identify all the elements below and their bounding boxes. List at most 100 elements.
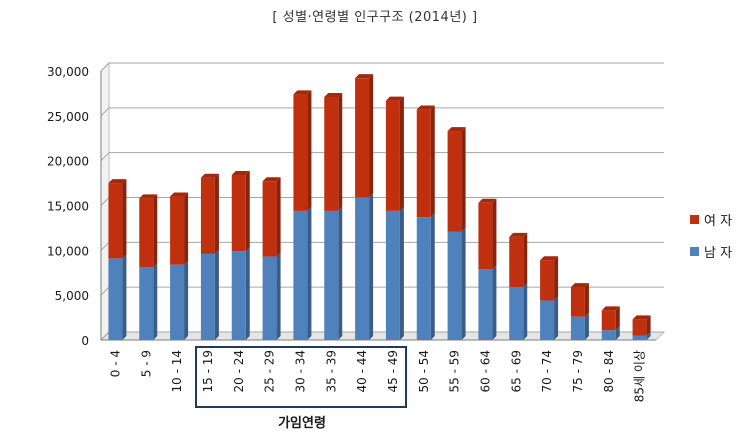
bar-male bbox=[570, 316, 585, 340]
bar-female bbox=[478, 202, 493, 270]
x-tick-label: 55 - 59 bbox=[448, 350, 462, 393]
bar-side-male bbox=[492, 265, 497, 340]
bar-top-face bbox=[170, 192, 189, 197]
bar-top-face bbox=[139, 194, 158, 199]
bar-top-face bbox=[231, 171, 250, 176]
bar-male bbox=[200, 253, 215, 340]
childbearing-age-highlight-box bbox=[195, 346, 407, 408]
x-tick-label: 0 - 4 bbox=[108, 350, 122, 377]
bar-side-female bbox=[153, 194, 158, 268]
bar-top-face bbox=[478, 198, 497, 203]
y-tick-label: 30,000 bbox=[47, 65, 89, 79]
x-tick-label: 85세 이상 bbox=[633, 350, 647, 402]
bar-top-face bbox=[570, 283, 589, 288]
bar-top-face bbox=[385, 96, 404, 101]
y-tick-label: 25,000 bbox=[47, 110, 89, 124]
bar-side-male bbox=[399, 206, 404, 340]
bar-side-male bbox=[153, 263, 158, 340]
bar-male bbox=[293, 210, 308, 340]
bar-side-male bbox=[461, 227, 466, 340]
bar-male bbox=[447, 231, 462, 340]
bar-female bbox=[447, 131, 462, 232]
x-tick-label: 65 - 69 bbox=[509, 350, 523, 393]
bar-side-female bbox=[554, 256, 559, 301]
y-tick-label: 0 bbox=[81, 334, 89, 348]
legend-item-female: 여 자 bbox=[690, 210, 733, 229]
bar-side-female bbox=[122, 179, 127, 259]
x-tick-label: 50 - 54 bbox=[417, 350, 431, 393]
bar-side-female bbox=[307, 90, 312, 211]
chart-legend: 여 자 남 자 bbox=[690, 210, 732, 274]
bar-male bbox=[231, 251, 246, 340]
bar-female bbox=[324, 97, 339, 211]
bar-side-male bbox=[430, 213, 435, 340]
gridline bbox=[100, 62, 664, 72]
bar-side-male bbox=[523, 283, 528, 340]
bar-top-face bbox=[355, 74, 374, 79]
bar-top-face bbox=[540, 256, 559, 261]
bar-top-face bbox=[416, 105, 435, 110]
bar-female bbox=[200, 177, 215, 254]
bar-female bbox=[416, 109, 431, 218]
bar-female bbox=[509, 236, 524, 288]
bar-side-female bbox=[338, 93, 343, 211]
bar-male bbox=[324, 210, 339, 340]
x-tick-label: 30 - 34 bbox=[293, 350, 307, 393]
bar-female bbox=[540, 260, 555, 301]
gridline bbox=[100, 152, 664, 162]
bar-top-face bbox=[200, 173, 219, 178]
bar-female bbox=[601, 310, 616, 331]
bar-female bbox=[632, 319, 647, 336]
bar-side-male bbox=[276, 252, 281, 340]
bar-female bbox=[262, 181, 277, 257]
bar-side-female bbox=[276, 177, 281, 257]
bar-side-male bbox=[214, 249, 219, 340]
bar-side-female bbox=[646, 315, 651, 336]
legend-swatch-female bbox=[690, 214, 699, 224]
bar-side-male bbox=[338, 206, 343, 340]
gridline bbox=[100, 107, 664, 117]
bar-male bbox=[170, 264, 185, 340]
x-tick-label: 5 - 9 bbox=[139, 350, 153, 377]
x-tick-label: 10 - 14 bbox=[170, 350, 184, 393]
bar-side-female bbox=[430, 105, 435, 218]
bar-male bbox=[416, 217, 431, 340]
bar-male bbox=[601, 330, 616, 340]
x-tick-label: 70 - 74 bbox=[540, 350, 554, 393]
bar-side-female bbox=[245, 171, 250, 252]
bar-female bbox=[570, 287, 585, 317]
bar-female bbox=[293, 94, 308, 211]
bar-side-male bbox=[245, 247, 250, 340]
x-tick-label: 25 - 29 bbox=[263, 350, 277, 393]
bar-male bbox=[385, 210, 400, 340]
bar-side-male bbox=[554, 296, 559, 340]
bar-female bbox=[355, 78, 370, 198]
bar-side-male bbox=[369, 193, 374, 340]
y-tick-label: 15,000 bbox=[47, 200, 89, 214]
bar-female bbox=[231, 175, 246, 252]
bar-male bbox=[262, 256, 277, 340]
bar-side-female bbox=[214, 173, 219, 254]
bar-side-male bbox=[307, 206, 312, 340]
legend-label-female: 여 자 bbox=[704, 213, 733, 229]
bar-male bbox=[509, 287, 524, 340]
x-tick-label: 15 - 19 bbox=[201, 350, 215, 393]
bar-male bbox=[355, 197, 370, 340]
bar-top-face bbox=[108, 179, 127, 184]
bar-top-face bbox=[324, 93, 343, 98]
x-tick-label: 75 - 79 bbox=[571, 350, 585, 393]
x-tick-label: 45 - 49 bbox=[386, 350, 400, 393]
y-tick-label: 10,000 bbox=[47, 244, 89, 258]
legend-item-male: 남 자 bbox=[690, 242, 732, 261]
x-tick-label: 35 - 39 bbox=[324, 350, 338, 393]
bar-male bbox=[139, 267, 154, 340]
y-tick-label: 5,000 bbox=[55, 289, 89, 303]
bar-top-face bbox=[262, 177, 281, 182]
bar-side-female bbox=[523, 232, 528, 288]
chart-title: [ 성별·연령별 인구구조 (2014년) ] bbox=[272, 10, 478, 25]
bar-side-female bbox=[184, 192, 189, 265]
bar-side-male bbox=[646, 331, 651, 340]
bar-top-face bbox=[632, 315, 651, 320]
bar-top-face bbox=[293, 90, 312, 95]
bar-top-face bbox=[509, 232, 528, 237]
